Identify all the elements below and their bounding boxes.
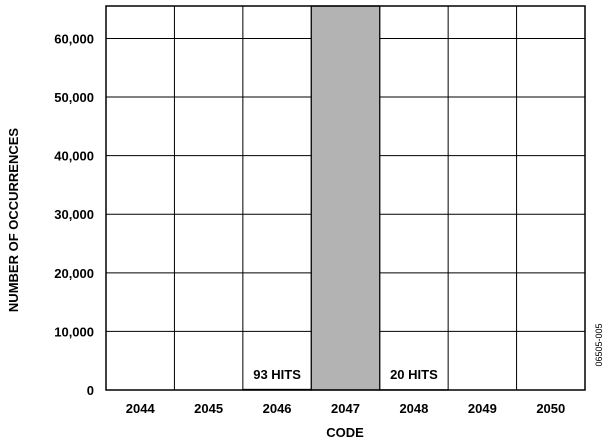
x-axis-label: CODE	[326, 425, 364, 440]
y-tick-label: 40,000	[54, 149, 94, 164]
annotation-label: 93 HITS	[253, 367, 301, 382]
plot-frame	[105, 5, 586, 391]
x-tick-label: 2049	[468, 401, 497, 416]
y-tick-labels: 0 10,000 20,000 30,000 40,000 50,000 60,000	[54, 31, 94, 398]
y-axis-label: NUMBER OF OCCURRENCES	[6, 128, 21, 313]
y-tick-label: 0	[87, 383, 94, 398]
bar-2047	[310, 5, 381, 391]
x-tick-label: 2047	[331, 401, 360, 416]
y-tick-label: 20,000	[54, 266, 94, 281]
figure-id: 06505-005	[594, 323, 604, 366]
x-tick-label: 2046	[263, 401, 292, 416]
x-tick-label: 2044	[126, 401, 156, 416]
annotation-label: 20 HITS	[390, 367, 438, 382]
x-tick-labels: 2044 2045 2046 2047 2048 2049 2050	[126, 401, 565, 416]
y-tick-label: 10,000	[54, 324, 94, 339]
y-tick-label: 30,000	[54, 207, 94, 222]
x-tick-label: 2045	[194, 401, 223, 416]
plot-border	[105, 5, 586, 391]
y-tick-label: 60,000	[54, 31, 94, 46]
x-tick-label: 2050	[536, 401, 565, 416]
x-tick-label: 2048	[399, 401, 428, 416]
annotations: 93 HITS 20 HITS	[253, 367, 438, 382]
y-tick-label: 50,000	[54, 90, 94, 105]
bars	[242, 5, 449, 391]
